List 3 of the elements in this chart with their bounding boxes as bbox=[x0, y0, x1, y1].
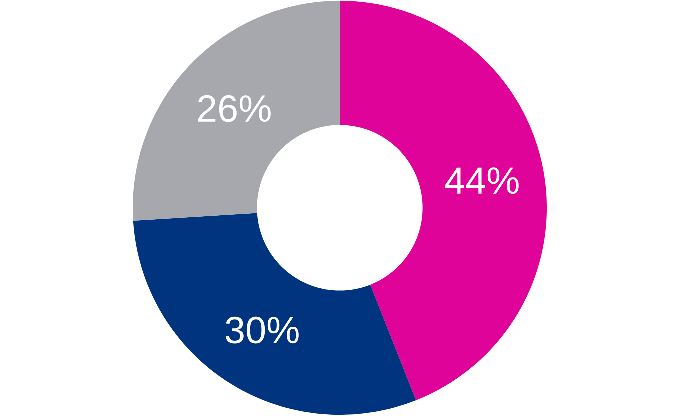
data-label: 30% bbox=[226, 316, 299, 344]
data-label: 26% bbox=[198, 95, 271, 122]
data-label: 44% bbox=[445, 168, 519, 194]
